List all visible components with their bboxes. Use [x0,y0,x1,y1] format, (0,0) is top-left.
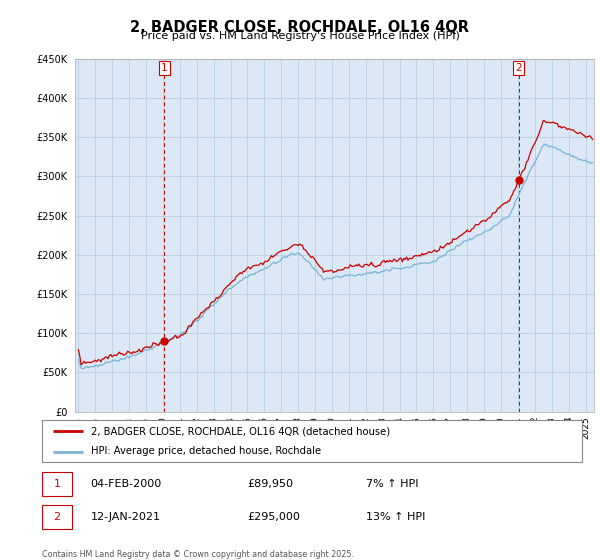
FancyBboxPatch shape [42,420,582,462]
Text: 04-FEB-2000: 04-FEB-2000 [91,479,162,489]
Text: 7% ↑ HPI: 7% ↑ HPI [366,479,419,489]
Text: 1: 1 [161,63,167,73]
Text: £295,000: £295,000 [247,512,300,522]
Text: 2, BADGER CLOSE, ROCHDALE, OL16 4QR: 2, BADGER CLOSE, ROCHDALE, OL16 4QR [131,20,470,35]
FancyBboxPatch shape [42,505,72,529]
FancyBboxPatch shape [42,472,72,496]
Text: £89,950: £89,950 [247,479,293,489]
Text: 2, BADGER CLOSE, ROCHDALE, OL16 4QR (detached house): 2, BADGER CLOSE, ROCHDALE, OL16 4QR (det… [91,426,390,436]
Text: HPI: Average price, detached house, Rochdale: HPI: Average price, detached house, Roch… [91,446,321,456]
Text: Price paid vs. HM Land Registry's House Price Index (HPI): Price paid vs. HM Land Registry's House … [140,31,460,41]
Text: 2: 2 [53,512,61,522]
Text: Contains HM Land Registry data © Crown copyright and database right 2025.
This d: Contains HM Land Registry data © Crown c… [42,550,354,560]
Text: 1: 1 [53,479,61,489]
Text: 12-JAN-2021: 12-JAN-2021 [91,512,161,522]
Text: 13% ↑ HPI: 13% ↑ HPI [366,512,425,522]
Text: 2: 2 [515,63,522,73]
